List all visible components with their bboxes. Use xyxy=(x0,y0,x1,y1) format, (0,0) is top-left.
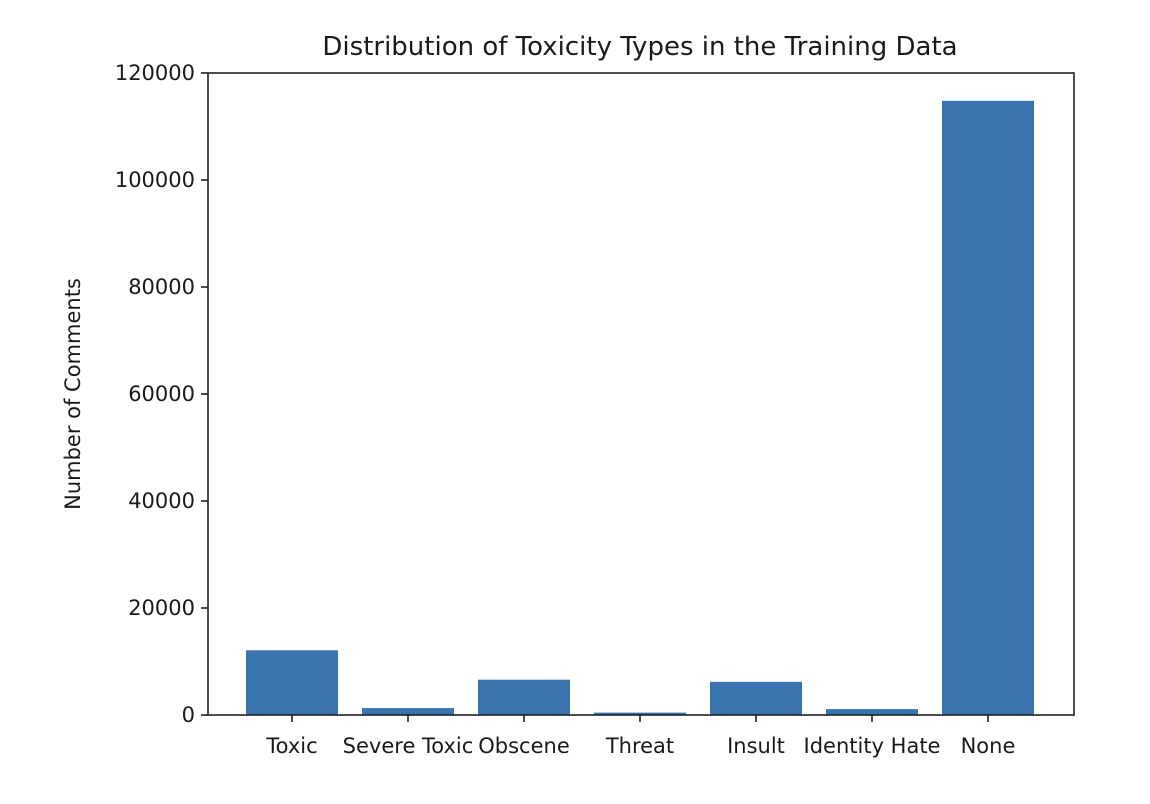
bar-toxic xyxy=(246,650,338,715)
bar-severe-toxic xyxy=(362,708,454,715)
y-tick-label: 60000 xyxy=(128,382,195,406)
bar-insult xyxy=(710,681,802,715)
bars-group xyxy=(246,100,1034,715)
y-tick-label: 120000 xyxy=(115,61,195,85)
y-tick-label: 20000 xyxy=(128,596,195,620)
x-tick-label-insult: Insult xyxy=(727,734,785,758)
chart-title: Distribution of Toxicity Types in the Tr… xyxy=(322,32,957,62)
bar-none xyxy=(942,100,1034,715)
x-tick-label-toxic: Toxic xyxy=(265,734,317,758)
y-tick-label: 80000 xyxy=(128,275,195,299)
x-tick-label-severe-toxic: Severe Toxic xyxy=(343,734,474,758)
y-tick-label: 100000 xyxy=(115,168,195,192)
x-tick-label-obscene: Obscene xyxy=(478,734,570,758)
bar-identity-hate xyxy=(826,709,918,715)
y-axis: 0 20000 40000 60000 80000 100000 120000 xyxy=(115,61,208,727)
y-axis-label: Number of Comments xyxy=(61,278,85,510)
x-axis: Toxic Severe Toxic Obscene Threat Insult Iden… xyxy=(265,715,1015,758)
x-tick-label-threat: Threat xyxy=(605,734,674,758)
x-tick-label-identity-hate: Identity Hate xyxy=(804,734,941,758)
bar-obscene xyxy=(478,679,570,715)
y-tick-label: 40000 xyxy=(128,489,195,513)
x-tick-label-none: None xyxy=(961,734,1016,758)
plot-frame xyxy=(207,72,1075,716)
y-tick-label: 0 xyxy=(182,703,195,727)
bar-threat xyxy=(594,712,686,715)
